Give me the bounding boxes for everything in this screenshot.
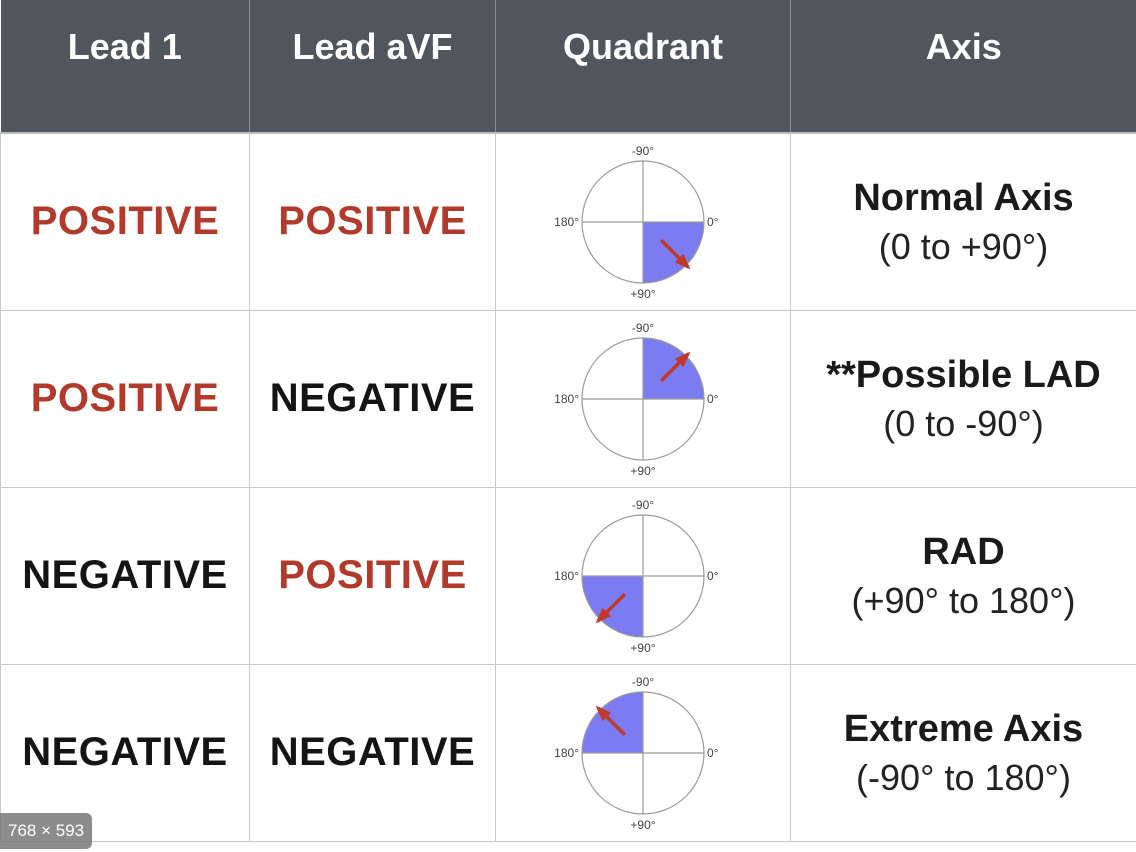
table-row: NEGATIVE POSITIVE -90° +90° 180° 0° RAD (+9… [0,486,1136,665]
label-180: 180° [554,392,579,406]
header-lead-avf: Lead aVF [249,0,496,134]
avf-cell: POSITIVE [249,132,496,311]
table-row: POSITIVE NEGATIVE -90° +90° 180° 0° **Possi… [0,309,1136,488]
label-plus-90: +90° [630,287,655,301]
avf-sign: POSITIVE [278,553,467,597]
lead1-sign: NEGATIVE [22,730,228,774]
header-axis: Axis [790,0,1136,134]
lead1-cell: POSITIVE [0,132,250,311]
axis-arrow-head [595,607,612,624]
axis-name: Extreme Axis [843,707,1084,750]
quadrant-cell: -90° +90° 180° 0° [495,132,791,311]
label-plus-90: +90° [630,464,655,478]
avf-cell: NEGATIVE [249,309,496,488]
axis-arrow-head [674,254,691,270]
lead1-sign: POSITIVE [30,376,220,420]
avf-sign: NEGATIVE [269,376,476,420]
header-lead-1: Lead 1 [0,0,250,134]
axis-quadrant-diagram: -90° +90° 180° 0° [554,321,719,478]
lead1-cell: POSITIVE [0,309,250,488]
image-size-badge: 768 × 593 [0,813,93,849]
axis-cell: Normal Axis (0 to +90°) [790,132,1136,311]
axis-quadrant-diagram: -90° +90° 180° 0° [554,144,719,301]
axis-name: RAD [922,530,1005,573]
label-minus-90: -90° [632,144,654,158]
axis-cell: **Possible LAD (0 to -90°) [790,309,1136,488]
label-180: 180° [554,746,579,760]
label-minus-90: -90° [632,675,654,689]
label-minus-90: -90° [632,321,654,335]
axis-arrow-head [674,351,691,368]
axis-quadrant-diagram: -90° +90° 180° 0° [554,675,719,832]
axis-cell: Extreme Axis (-90° to 180°) [790,663,1136,842]
label-0: 0° [707,746,719,760]
table-row: POSITIVE POSITIVE -90° +90° 180° 0° Normal … [0,132,1136,311]
avf-sign: NEGATIVE [269,730,476,774]
label-minus-90: -90° [632,498,654,512]
axis-range: (-90° to 180°) [856,756,1071,798]
label-180: 180° [554,215,579,229]
axis-name: Normal Axis [853,176,1074,219]
lead1-sign: POSITIVE [30,199,220,244]
quadrant-cell: -90° +90° 180° 0° [495,486,791,665]
table-row: NEGATIVE NEGATIVE -90° +90° 180° 0° Extreme… [0,663,1136,842]
label-0: 0° [707,392,719,406]
avf-sign: POSITIVE [278,199,467,244]
header-row: Lead 1 Lead aVF Quadrant Axis [0,0,1136,134]
axis-quadrant-diagram: -90° +90° 180° 0° [554,498,719,655]
label-0: 0° [707,215,719,229]
axis-range: (0 to -90°) [883,402,1044,444]
quadrant-cell: -90° +90° 180° 0° [495,309,791,488]
avf-cell: NEGATIVE [249,663,496,842]
axis-arrow-head [595,705,612,722]
lead1-cell: NEGATIVE [0,486,250,665]
lead1-cell: NEGATIVE [0,663,250,842]
avf-cell: POSITIVE [249,486,496,665]
header-quadrant: Quadrant [495,0,791,134]
axis-name: **Possible LAD [826,353,1101,396]
label-0: 0° [707,569,719,583]
label-plus-90: +90° [630,818,655,832]
axis-range: (0 to +90°) [878,225,1049,267]
label-180: 180° [554,569,579,583]
axis-range: (+90° to 180°) [851,579,1076,621]
quadrant-cell: -90° +90° 180° 0° [495,663,791,842]
label-plus-90: +90° [630,641,655,655]
axis-cell: RAD (+90° to 180°) [790,486,1136,665]
lead1-sign: NEGATIVE [22,553,228,597]
